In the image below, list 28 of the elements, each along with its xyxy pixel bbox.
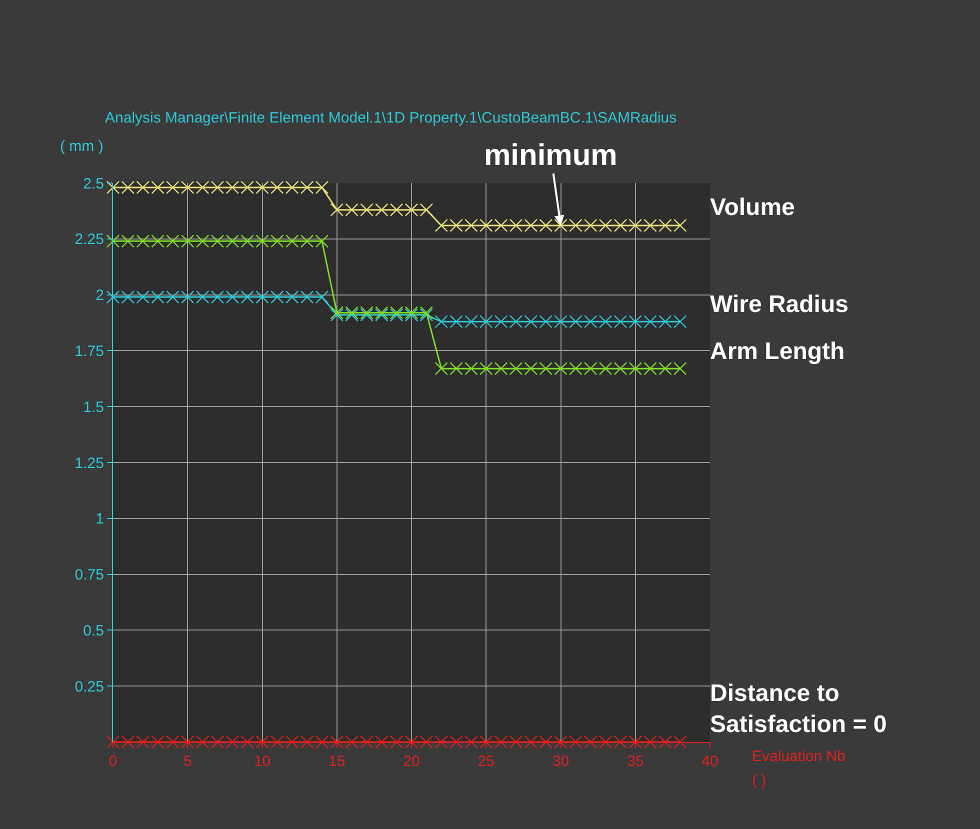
x-tick-label: 10 <box>254 753 271 770</box>
y-tick-label: 2.5 <box>83 175 104 192</box>
y-tick-label: 1.75 <box>74 342 104 360</box>
x-tick-label: 20 <box>403 753 420 770</box>
y-tick-label: 1.25 <box>74 454 104 472</box>
y-axis-title: ( mm ) <box>60 138 104 155</box>
x-tick-label: 40 <box>702 753 718 770</box>
y-tick-label: 0.25 <box>74 678 104 696</box>
y-tick-label: 0.5 <box>83 622 104 640</box>
x-tick-label: 25 <box>478 753 494 770</box>
y-tick-label: 1 <box>96 510 104 528</box>
series-label: Wire Radius <box>710 291 848 318</box>
x-tick-label: 5 <box>183 753 192 770</box>
x-tick-label: 35 <box>627 753 644 770</box>
y-tick-label: 2.25 <box>74 231 104 248</box>
x-tick-label: 15 <box>328 753 346 770</box>
text: ( ) <box>752 772 766 789</box>
series-label: Distance to Satisfaction = 0 <box>710 680 887 738</box>
y-tick-label: 0.75 <box>74 566 104 584</box>
x-tick-label: 30 <box>552 753 570 770</box>
y-tick-label: 1.5 <box>83 398 104 416</box>
x-tick-label: 0 <box>108 753 118 770</box>
chart-title: Analysis Manager\Finite Element Model.1\1D Property.1\CustoBeamBC.1\SAMRadius <box>105 110 677 126</box>
x-axis-title: Evaluation Nb <box>752 748 846 765</box>
annotation: minimum <box>484 139 618 172</box>
series-label: Volume <box>710 194 795 221</box>
series-label: Arm Length <box>710 338 845 365</box>
y-tick-label: 2 <box>96 287 104 304</box>
